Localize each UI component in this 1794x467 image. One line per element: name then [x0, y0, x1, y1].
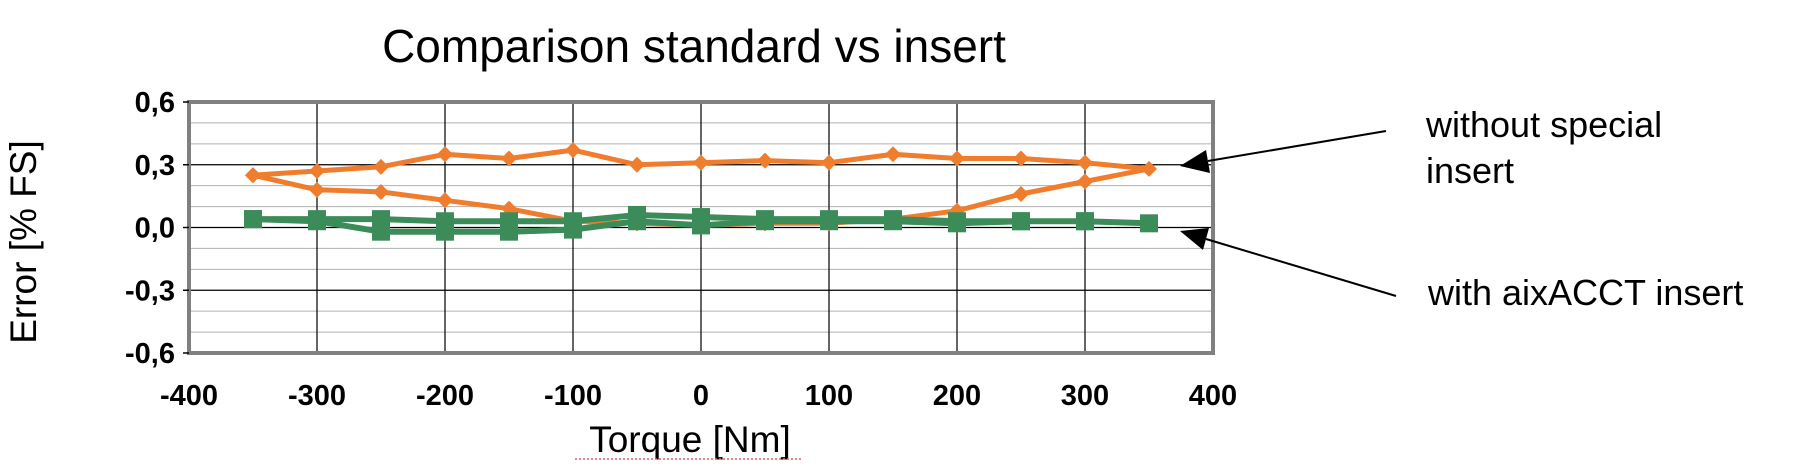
y-tick-label: -0,6 [125, 338, 175, 370]
chart-title: Comparison standard vs insert [382, 20, 1006, 72]
annotation-without-insert: without special insert [1180, 104, 1662, 191]
x-axis-label: Torque [Nm] [589, 419, 791, 460]
data-point-square [1076, 212, 1094, 231]
data-point-square [564, 220, 582, 239]
x-tick-label: -300 [288, 380, 346, 412]
y-tick-label: 0,3 [135, 150, 175, 182]
annotations: without special insert with aixACCT inse… [1180, 104, 1743, 313]
data-point-diamond [693, 154, 709, 171]
x-tick-label: 300 [1061, 380, 1109, 412]
y-tick-label: -0,3 [125, 275, 175, 307]
data-point-diamond [1141, 160, 1157, 177]
data-point-diamond [1013, 186, 1029, 203]
y-axis-label: Error [% FS] [3, 140, 44, 344]
x-tick-label: 100 [805, 380, 853, 412]
annotation-with-insert: with aixACCT insert [1180, 228, 1743, 313]
x-tick-label: 400 [1189, 380, 1237, 412]
data-point-diamond [757, 152, 773, 169]
data-point-diamond [501, 150, 517, 167]
data-point-square [244, 210, 262, 229]
data-point-square [308, 212, 326, 231]
data-point-square [436, 222, 454, 241]
annotation-without-insert-arrow-line [1207, 130, 1387, 162]
data-point-diamond [629, 156, 645, 173]
annotation-with-insert-arrowhead [1180, 228, 1209, 250]
y-tick-label: 0,6 [135, 87, 175, 119]
plot-area [187, 100, 1215, 355]
x-tick-label: -200 [416, 380, 474, 412]
x-tick-label: 0 [693, 380, 709, 412]
data-point-diamond [373, 158, 389, 175]
data-point-square [1140, 214, 1158, 233]
data-point-square [948, 214, 966, 233]
data-point-square [1012, 212, 1030, 231]
data-point-square [372, 222, 390, 241]
annotation-without-insert-line1: without special [1425, 104, 1662, 145]
data-point-diamond [1077, 173, 1093, 190]
annotation-without-insert-arrowhead [1180, 150, 1210, 173]
data-point-diamond [309, 163, 325, 180]
series-layer [244, 142, 1158, 241]
data-point-diamond [885, 146, 901, 163]
y-tick-labels: 0,6 0,3 0,0 -0,3 -0,6 [125, 87, 189, 370]
x-tick-label: -400 [160, 380, 218, 412]
annotation-with-insert-text: with aixACCT insert [1427, 272, 1743, 313]
data-point-square [628, 212, 646, 231]
data-point-square [500, 222, 518, 241]
series-1 [244, 205, 1158, 241]
x-tick-label: 200 [933, 380, 981, 412]
data-point-diamond [565, 142, 581, 159]
data-point-diamond [821, 154, 837, 171]
data-point-diamond [1013, 150, 1029, 167]
data-point-diamond [1077, 154, 1093, 171]
data-point-diamond [437, 146, 453, 163]
data-point-diamond [309, 181, 325, 198]
annotation-without-insert-line2: insert [1426, 150, 1514, 191]
data-point-diamond [949, 150, 965, 167]
annotation-with-insert-arrow-line [1205, 238, 1397, 297]
x-tick-labels: -400 -300 -200 -100 0 100 200 300 400 [160, 380, 1237, 412]
y-tick-label: 0,0 [135, 213, 175, 245]
data-point-diamond [245, 167, 261, 184]
data-point-diamond [437, 192, 453, 209]
data-point-square [692, 216, 710, 235]
data-point-square [884, 212, 902, 231]
data-point-square [756, 212, 774, 231]
data-point-diamond [373, 183, 389, 200]
x-tick-label: -100 [544, 380, 602, 412]
data-point-square [820, 212, 838, 231]
